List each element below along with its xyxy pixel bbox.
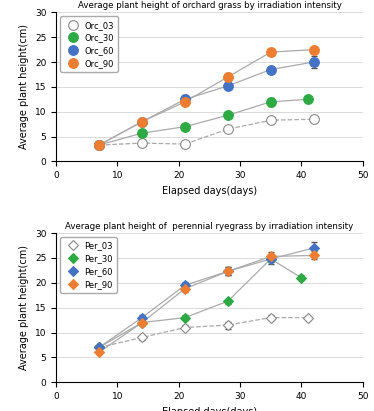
Per_03	[269, 315, 273, 320]
Per_90	[269, 254, 273, 259]
Per_90	[140, 320, 144, 325]
Orc_90	[140, 119, 144, 124]
Orc_30	[183, 124, 187, 129]
Per_60	[97, 345, 101, 350]
Per_90	[97, 350, 101, 355]
Orc_30	[305, 97, 310, 102]
Per_60	[312, 245, 316, 250]
Orc_90	[97, 143, 101, 148]
Per_03	[97, 345, 101, 350]
Orc_30	[269, 99, 273, 104]
Orc_03	[226, 127, 230, 132]
Orc_60	[140, 119, 144, 124]
Legend: Per_03, Per_30, Per_60, Per_90: Per_03, Per_30, Per_60, Per_90	[60, 237, 117, 293]
Per_03	[140, 335, 144, 340]
Orc_90	[312, 47, 316, 52]
Per_30	[226, 299, 230, 304]
Y-axis label: Average plant height(cm): Average plant height(cm)	[19, 24, 29, 150]
Per_60	[183, 283, 187, 288]
Orc_60	[97, 143, 101, 148]
Orc_03	[312, 117, 316, 122]
Per_03	[183, 325, 187, 330]
Legend: Orc_03, Orc_30, Orc_60, Orc_90: Orc_03, Orc_30, Orc_60, Orc_90	[60, 16, 118, 72]
Orc_03	[97, 143, 101, 148]
Per_60	[269, 256, 273, 261]
Line: Per_90: Per_90	[96, 252, 317, 356]
Per_60	[226, 269, 230, 274]
X-axis label: Elapsed days(days): Elapsed days(days)	[162, 186, 257, 196]
Orc_60	[269, 67, 273, 72]
Per_30	[140, 320, 144, 325]
Line: Per_60: Per_60	[96, 245, 317, 351]
Orc_90	[226, 74, 230, 79]
Per_90	[226, 269, 230, 274]
X-axis label: Elapsed days(days): Elapsed days(days)	[162, 406, 257, 411]
Line: Orc_90: Orc_90	[94, 45, 319, 150]
Per_03	[226, 323, 230, 328]
Line: Orc_30: Orc_30	[94, 95, 312, 150]
Orc_03	[183, 142, 187, 147]
Line: Per_30: Per_30	[96, 256, 305, 351]
Orc_60	[183, 97, 187, 102]
Y-axis label: Average plant height(cm): Average plant height(cm)	[19, 245, 29, 370]
Orc_60	[312, 60, 316, 65]
Orc_03	[140, 141, 144, 145]
Line: Orc_60: Orc_60	[94, 57, 319, 150]
Orc_90	[183, 99, 187, 104]
Per_60	[140, 315, 144, 320]
Per_30	[299, 275, 304, 280]
Orc_03	[269, 118, 273, 123]
Orc_30	[97, 143, 101, 148]
Line: Per_03: Per_03	[96, 314, 311, 351]
Line: Orc_03: Orc_03	[94, 114, 319, 150]
Per_30	[183, 315, 187, 320]
Orc_30	[226, 113, 230, 118]
Per_90	[312, 253, 316, 258]
Per_30	[97, 345, 101, 350]
Orc_60	[226, 83, 230, 88]
Orc_90	[269, 50, 273, 55]
Title: Average plant height of  perennial ryegrass by irradiation intensity: Average plant height of perennial ryegra…	[65, 222, 353, 231]
Title: Average plant height of orchard grass by irradiation intensity: Average plant height of orchard grass by…	[77, 1, 341, 10]
Per_30	[269, 256, 273, 261]
Per_90	[183, 286, 187, 291]
Per_03	[305, 315, 310, 320]
Orc_30	[140, 131, 144, 136]
